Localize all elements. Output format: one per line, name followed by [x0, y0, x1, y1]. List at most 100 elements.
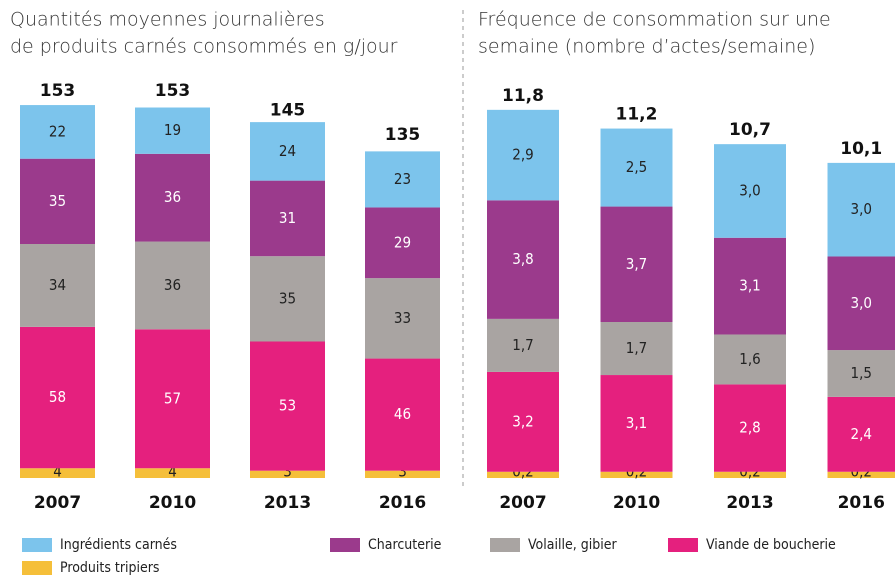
value-label: 2,8 [739, 419, 760, 437]
bar-segment [600, 375, 673, 472]
bar-segment [714, 334, 786, 385]
value-label: 36 [164, 188, 181, 206]
total-label: 11,8 [502, 86, 544, 106]
bar-segment [714, 144, 786, 238]
bar-segment [20, 105, 95, 159]
value-label: 29 [394, 233, 411, 251]
value-label: 4 [168, 463, 177, 481]
total-label: 11,2 [616, 105, 658, 125]
value-label: 3,2 [512, 412, 533, 430]
x-tick-label: 2013 [726, 493, 773, 513]
value-label: 19 [164, 121, 181, 139]
bar-segment [714, 384, 786, 472]
value-label: 34 [49, 276, 66, 294]
chart-title: Quantités moyennes journalières [10, 9, 325, 31]
value-label: 1,5 [851, 364, 872, 382]
value-label: 2,5 [626, 158, 647, 176]
value-label: 1,7 [626, 339, 647, 357]
total-label: 10,1 [840, 139, 882, 159]
bar-segment [135, 107, 210, 154]
value-label: 3,0 [851, 200, 872, 218]
value-label: 3 [283, 463, 292, 481]
chart-title: de produits carnés consommés en g/jour [10, 36, 398, 58]
bar-segment [135, 468, 210, 478]
value-label: 35 [49, 192, 66, 210]
bar-segment [135, 153, 210, 242]
bar-segment [365, 207, 440, 279]
value-label: 57 [164, 389, 181, 407]
bar-segment [827, 256, 895, 351]
value-label: 3 [398, 463, 407, 481]
bar-segment [487, 109, 559, 201]
bar-segment [487, 318, 559, 372]
value-label: 3,8 [512, 250, 533, 268]
chart-title: semaine (nombre d’actes/semaine) [478, 36, 815, 58]
x-tick-label: 2016 [379, 493, 426, 513]
bar-segment [827, 350, 895, 397]
bar-segment [827, 162, 895, 257]
value-label: 1,6 [739, 350, 760, 368]
bar-segment [827, 396, 895, 472]
legend-label: Viande de boucherie [706, 537, 836, 553]
bar-segment [20, 326, 95, 469]
x-tick-label: 2007 [34, 493, 81, 513]
total-label: 153 [155, 81, 191, 101]
legend-label: Charcuterie [368, 537, 442, 553]
bar-segment [250, 470, 325, 478]
value-label: 1,7 [512, 336, 533, 354]
legend-swatch [490, 538, 520, 552]
total-label: 153 [40, 81, 76, 101]
value-label: 58 [49, 388, 66, 406]
value-label: 3,0 [739, 181, 760, 199]
bar-segment [714, 471, 786, 478]
value-label: 22 [49, 122, 66, 140]
bar-segment [250, 122, 325, 181]
value-label: 36 [164, 276, 181, 294]
bar-segment [487, 371, 559, 472]
legend-swatch [330, 538, 360, 552]
total-label: 145 [270, 101, 306, 121]
bar-segment [365, 278, 440, 359]
bar-segment [714, 237, 786, 335]
value-label: 3,1 [626, 414, 647, 432]
value-label: 2,4 [851, 425, 872, 443]
bar-segment [365, 470, 440, 478]
bar-segment [20, 468, 95, 478]
x-tick-label: 2010 [149, 493, 196, 513]
legend-swatch [22, 561, 52, 575]
x-tick-label: 2013 [264, 493, 311, 513]
value-label: 24 [279, 142, 296, 160]
value-label: 35 [279, 289, 296, 307]
legend-label: Produits tripiers [60, 560, 160, 576]
value-label: 23 [394, 170, 411, 188]
bar-segment [600, 206, 673, 322]
x-tick-label: 2016 [838, 493, 885, 513]
bar-segment [365, 358, 440, 471]
legend-swatch [668, 538, 698, 552]
bar-segment [135, 329, 210, 469]
total-label: 10,7 [729, 120, 771, 140]
chart-title: Fréquence de consommation sur une [478, 9, 831, 31]
bar-segment [600, 128, 673, 207]
bar-segment [250, 256, 325, 342]
value-label: 53 [279, 397, 296, 415]
value-label: 46 [394, 405, 411, 423]
total-label: 135 [385, 125, 421, 145]
x-tick-label: 2010 [613, 493, 660, 513]
bar-segment [20, 244, 95, 327]
value-label: 4 [53, 463, 62, 481]
bar-segment [250, 180, 325, 257]
bar-segment [487, 200, 559, 319]
bar-segment [827, 471, 895, 478]
value-label: 33 [394, 309, 411, 327]
value-label: 3,1 [739, 277, 760, 295]
legend-label: Volaille, gibier [528, 537, 617, 553]
legend-label: Ingrédients carnés [60, 537, 177, 553]
value-label: 3,7 [626, 255, 647, 273]
bar-segment [20, 158, 95, 244]
bar-segment [250, 341, 325, 471]
bar-segment [600, 322, 673, 376]
value-label: 31 [279, 209, 296, 227]
bar-segment [135, 241, 210, 330]
